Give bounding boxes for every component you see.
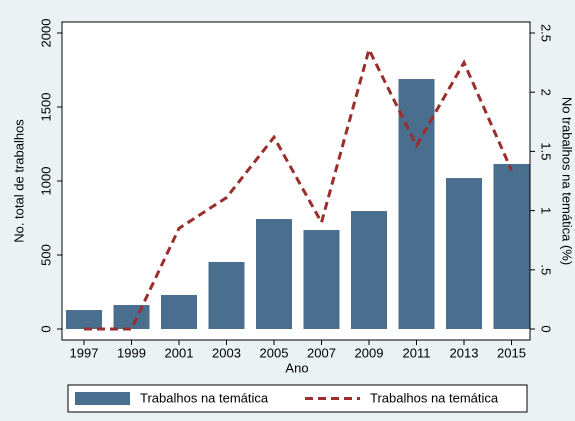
bar xyxy=(66,310,102,329)
x-tick-label: 2009 xyxy=(355,345,384,360)
x-tick-label: 2015 xyxy=(497,345,526,360)
x-tick-label: 1999 xyxy=(117,345,146,360)
legend-label: Trabalhos na temática xyxy=(140,390,269,405)
y2-axis-label: No trabalhos na temática (%) xyxy=(560,97,575,265)
y2-tick-label: .5 xyxy=(539,264,554,275)
y2-tick-label: 0 xyxy=(539,325,554,332)
x-tick-label: 2013 xyxy=(450,345,479,360)
legend-swatch xyxy=(75,392,130,405)
line xyxy=(84,45,513,331)
x-tick-label: 2007 xyxy=(307,345,336,360)
bar xyxy=(303,229,340,329)
x-tick-label: 2011 xyxy=(403,345,431,360)
y-tick-label: 0 xyxy=(38,325,53,332)
y2-tick-label: 1 xyxy=(539,207,554,214)
bar xyxy=(208,261,245,329)
bar xyxy=(446,178,482,329)
y-tick-label: 1000 xyxy=(38,167,53,196)
x-axis-label: Ano xyxy=(285,360,308,375)
y2-tick-label: 2 xyxy=(539,89,554,96)
bar xyxy=(256,219,292,329)
bar xyxy=(113,305,150,329)
y2-tick-label: 2.5 xyxy=(539,24,554,42)
y-tick-label: 500 xyxy=(38,244,53,266)
y-tick-label: 2000 xyxy=(38,19,53,48)
y-axis-label: No. total de trabalhos xyxy=(11,119,26,243)
x-tick-label: 1997 xyxy=(70,345,99,360)
x-tick-label: 2001 xyxy=(165,345,194,360)
y2-tick-label: 1.5 xyxy=(539,142,554,160)
bar xyxy=(351,211,387,329)
bar xyxy=(398,79,435,329)
legend-label: Trabalhos na temática xyxy=(370,390,499,405)
bar xyxy=(161,294,197,329)
x-tick-label: 2005 xyxy=(260,345,289,360)
legend xyxy=(67,384,528,413)
x-tick-label: 2003 xyxy=(212,345,241,360)
y-tick-label: 1500 xyxy=(38,93,53,122)
bar xyxy=(493,163,530,329)
